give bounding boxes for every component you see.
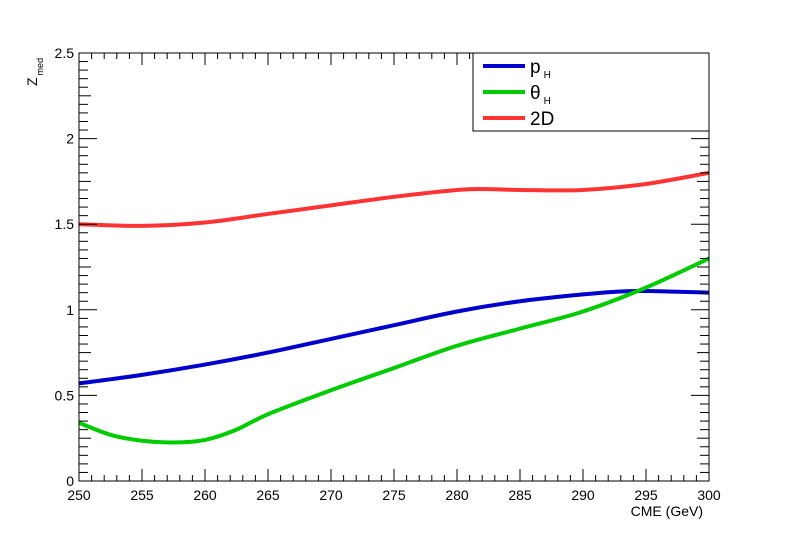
x-axis-title: CME (GeV) <box>631 503 703 519</box>
series-line-2 <box>78 170 710 228</box>
x-tick-label: 285 <box>508 487 532 503</box>
y-tick-label: 2.5 <box>55 45 75 61</box>
x-tick-label: 295 <box>634 487 658 503</box>
y-axis-title: Zmed <box>24 58 45 86</box>
x-tick-label: 300 <box>697 487 721 503</box>
y-tick-label: 1.5 <box>55 216 75 232</box>
x-tick-label: 250 <box>67 487 91 503</box>
x-tick-label: 290 <box>571 487 595 503</box>
y-tick-label: 0.5 <box>55 387 75 403</box>
series-line-0 <box>78 288 710 386</box>
y-axis-title-main: Z <box>24 77 40 86</box>
legend-label-2: 2D <box>530 109 554 130</box>
x-tick-label: 255 <box>130 487 154 503</box>
series-layer <box>78 170 710 445</box>
series-line-1 <box>78 256 710 445</box>
x-tick-label: 265 <box>256 487 280 503</box>
x-tick-label: 280 <box>445 487 469 503</box>
y-axis-title-subscript: med <box>35 58 45 76</box>
legend: p Hθ H2D <box>472 52 710 132</box>
x-tick-label: 260 <box>193 487 217 503</box>
x-tick-label: 275 <box>382 487 406 503</box>
y-tick-label: 1 <box>66 302 74 318</box>
y-tick-label: 0 <box>66 473 74 489</box>
svg-text:Zmed: Zmed <box>24 58 45 86</box>
y-tick-label: 2 <box>66 131 74 147</box>
x-tick-label: 270 <box>319 487 343 503</box>
axes-layer: 250 255 260 265 270 275 280 285 290 295 300 0 0.5 1 1.… <box>55 45 721 503</box>
